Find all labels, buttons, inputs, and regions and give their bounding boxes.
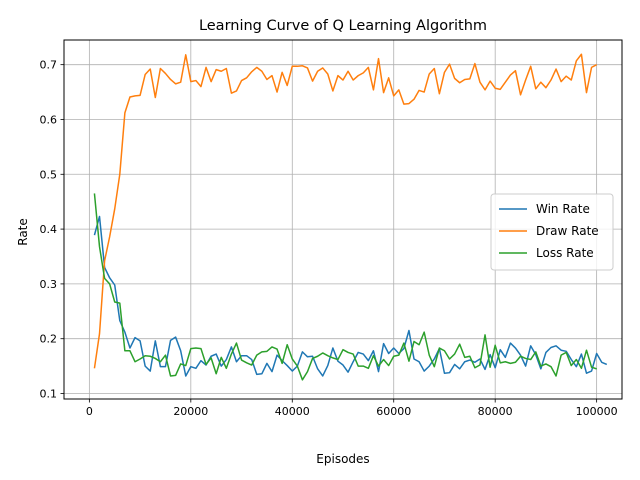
x-tick-label: 80000 <box>478 405 513 418</box>
y-tick-label: 0.4 <box>40 223 58 236</box>
y-tick-label: 0.6 <box>40 113 58 126</box>
x-tick-label: 60000 <box>376 405 411 418</box>
plot-frame <box>63 39 623 400</box>
x-tick-label: 100000 <box>576 405 618 418</box>
legend-label-win-rate: Win Rate <box>536 202 590 216</box>
x-axis: 0 20000 40000 60000 80000 100000 <box>86 399 618 418</box>
series-lines <box>93 53 608 381</box>
loss-rate-line <box>93 193 597 381</box>
x-axis-label: Episodes <box>316 452 369 466</box>
y-tick-label: 0.2 <box>40 333 58 346</box>
legend-label-draw-rate: Draw Rate <box>536 224 599 238</box>
legend-box <box>490 193 614 271</box>
y-axis-label: Rate <box>16 218 30 246</box>
legend-label-loss-rate: Loss Rate <box>536 246 594 260</box>
y-tick-label: 0.3 <box>40 278 58 291</box>
x-tick-label: 40000 <box>275 405 310 418</box>
x-tick-label: 20000 <box>173 405 208 418</box>
y-tick-label: 0.7 <box>40 59 58 72</box>
draw-rate-line <box>93 53 597 369</box>
chart-title: Learning Curve of Q Learning Algorithm <box>199 18 487 34</box>
legend: Win Rate Draw Rate Loss Rate <box>490 193 614 271</box>
x-tick-label: 0 <box>86 405 93 418</box>
y-tick-label: 0.5 <box>40 168 58 181</box>
y-axis: 0.1 0.2 0.3 0.4 0.5 0.6 0.7 <box>40 59 64 401</box>
y-tick-label: 0.1 <box>40 388 58 401</box>
